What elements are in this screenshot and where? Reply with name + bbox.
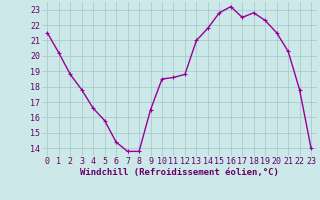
X-axis label: Windchill (Refroidissement éolien,°C): Windchill (Refroidissement éolien,°C): [80, 168, 279, 177]
